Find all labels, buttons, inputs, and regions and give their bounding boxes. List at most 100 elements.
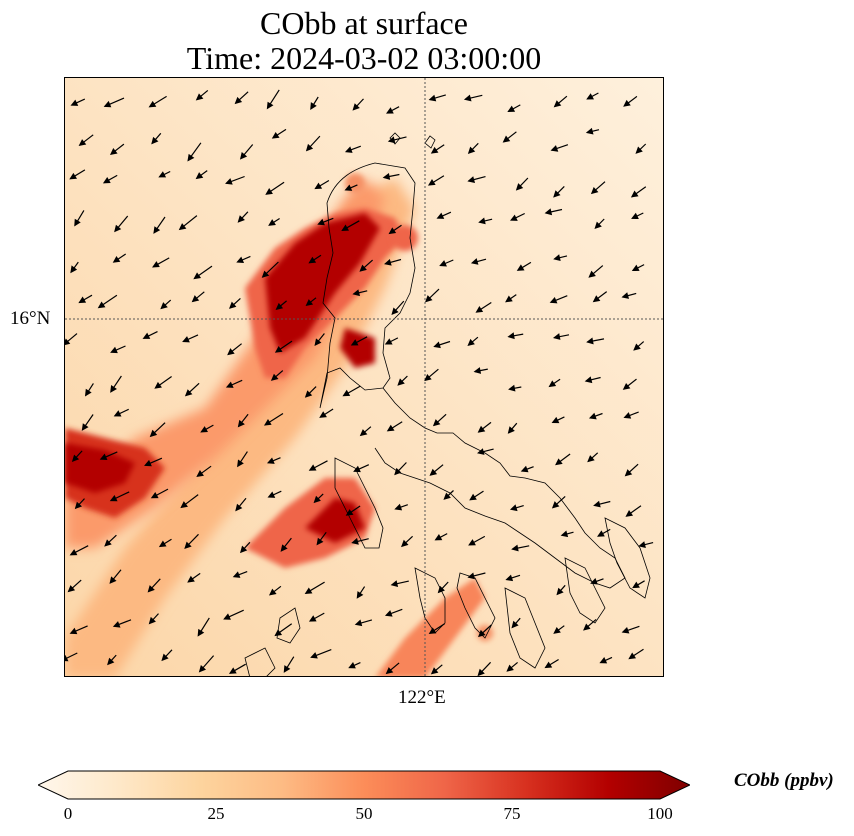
wind-arrow-head (225, 178, 233, 185)
plume-southeast-spot (477, 625, 493, 641)
wind-arrow-head (308, 256, 317, 264)
wind-arrow-head (352, 103, 360, 111)
wind-arrow-head (225, 381, 234, 388)
wind-arrow-head (110, 346, 118, 354)
wind-arrow-head (592, 295, 601, 303)
coastline-negros (504, 587, 546, 669)
wind-arrow-head (151, 136, 159, 145)
wind-arrow-head (152, 261, 160, 268)
colorbar-canvas (36, 770, 692, 800)
wind-vector-layer (65, 89, 654, 676)
wind-arrow-head (184, 389, 193, 397)
wind-arrow-head (70, 265, 78, 274)
wind-arrow-head (237, 215, 245, 223)
wind-arrow-head (78, 139, 87, 147)
wind-arrow-head (308, 464, 317, 471)
wind-arrow-head (342, 389, 351, 397)
coastline-luzon-north (319, 162, 416, 409)
wind-arrow-head (265, 188, 273, 195)
wind-arrow-head (467, 338, 475, 347)
wind-arrow-head (432, 419, 441, 427)
colorbar-tick-25: 25 (207, 804, 225, 823)
wind-arrow-head (158, 171, 167, 178)
wind-arrow-head (348, 662, 356, 669)
wind-arrow-head (590, 186, 599, 195)
wind-arrow-head (112, 255, 121, 263)
wind-arrow-head (70, 99, 79, 106)
wind-arrow-head (551, 416, 560, 424)
wind-arrow-head (267, 491, 276, 498)
colorbar-tick-50: 50 (355, 804, 373, 823)
wind-arrow-head (313, 495, 321, 504)
wind-arrow-head (475, 306, 484, 313)
wind-arrow-head (74, 218, 81, 227)
wind-arrow-head (622, 382, 631, 390)
wind-arrow-head (468, 539, 476, 546)
wind-arrow-head (102, 176, 111, 184)
wind-arrow-head (275, 302, 284, 310)
wind-arrow-head (553, 254, 561, 262)
wind-arrow-head (107, 657, 115, 666)
wind-arrow-head (467, 176, 476, 183)
wind-arrow-head (187, 153, 195, 162)
wind-arrow-head (148, 616, 156, 625)
wind-arrow-head (305, 299, 314, 307)
wind-arrow-head (228, 301, 237, 309)
wind-arrow-head (161, 653, 169, 662)
wind-arrow-head (104, 539, 112, 547)
wind-arrow-head (195, 172, 204, 180)
wind-arrow-head (110, 385, 117, 393)
wind-arrow-head (268, 219, 276, 226)
wind-arrow-head (516, 264, 525, 271)
wind-arrow-head (114, 224, 122, 233)
wind-arrow-head (99, 453, 108, 461)
coastline-east-island (604, 517, 651, 599)
wind-arrow-head (428, 627, 437, 635)
colorbar-tick-75: 75 (503, 804, 521, 823)
wind-arrow-head (314, 182, 323, 190)
wind-arrow-head (103, 100, 112, 108)
wind-arrow-head (505, 574, 514, 582)
wind-arrow-head (555, 458, 563, 466)
wind-arrow-head (544, 208, 553, 216)
wind-arrow-head (223, 613, 231, 620)
wind-arrow-head (506, 664, 514, 672)
wind-arrow-head (434, 533, 443, 541)
wind-arrow-head (507, 426, 515, 434)
wind-arrow-head (341, 224, 350, 231)
wind-arrow-head (178, 223, 187, 231)
wind-arrow-head (69, 549, 78, 556)
coastline-panay (456, 572, 496, 639)
wind-arrow-head (467, 572, 475, 580)
wind-arrow-head (552, 333, 561, 340)
wind-arrow-head (197, 628, 205, 637)
longitude-tick-label: 122°E (398, 687, 446, 708)
wind-arrow-head (401, 539, 409, 548)
wind-arrow-head (425, 295, 433, 303)
wind-arrow-head (283, 665, 291, 673)
map-canvas (65, 78, 663, 676)
wind-arrow-head (304, 390, 313, 398)
wind-arrow-head (191, 295, 200, 303)
wind-arrow-head (633, 343, 641, 351)
wind-arrow-head (593, 500, 601, 508)
wind-arrow-shaft (65, 652, 78, 660)
wind-arrow-head (270, 373, 279, 381)
wind-arrow-head (144, 459, 152, 467)
wind-arrow-head (586, 337, 594, 345)
wind-arrow-head (384, 610, 393, 617)
wind-arrow-head (305, 143, 314, 152)
wind-arrow-head (71, 454, 80, 463)
wind-arrow-head (391, 307, 399, 316)
wind-arrow-head (97, 301, 106, 309)
wind-arrow-head (304, 587, 313, 594)
wind-arrow-head (588, 270, 596, 278)
wind-arrow-head (386, 424, 395, 432)
wind-arrow-head (385, 667, 394, 675)
wind-arrow-head (476, 448, 485, 455)
wind-arrow-head (266, 457, 275, 464)
wind-arrow-head (433, 341, 441, 349)
wind-arrow-head (74, 501, 83, 510)
wind-arrow-head (81, 423, 89, 431)
wind-arrow-head (424, 373, 432, 382)
